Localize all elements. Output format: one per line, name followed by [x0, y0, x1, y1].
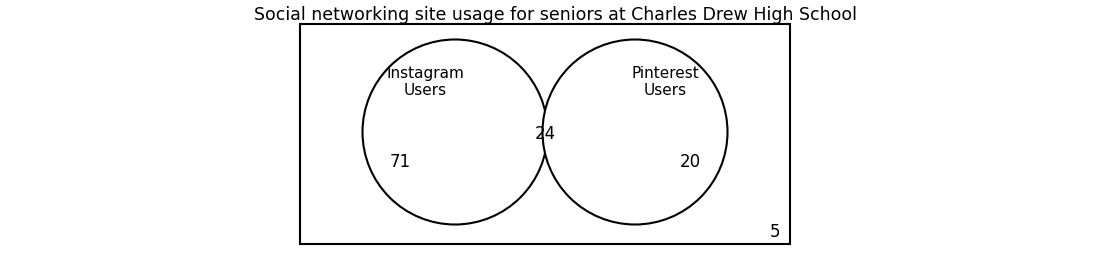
Text: 5: 5	[769, 223, 780, 241]
Ellipse shape	[543, 40, 727, 225]
Ellipse shape	[363, 40, 547, 225]
Text: Pinterest
Users: Pinterest Users	[632, 66, 699, 98]
Text: 71: 71	[390, 153, 411, 171]
Text: Social networking site usage for seniors at Charles Drew High School: Social networking site usage for seniors…	[253, 6, 857, 24]
Text: 24: 24	[534, 125, 556, 143]
Text: Instagram
Users: Instagram Users	[386, 66, 464, 98]
Bar	[300, 24, 790, 244]
Text: 20: 20	[679, 153, 700, 171]
